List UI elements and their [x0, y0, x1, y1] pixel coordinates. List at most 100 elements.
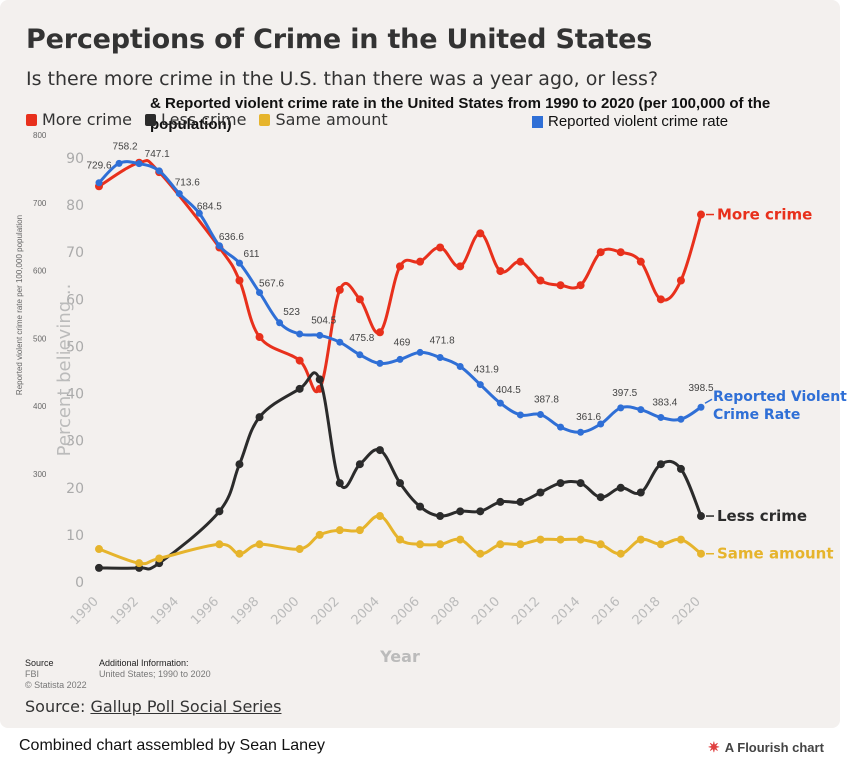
y-tick-label: 0 — [75, 575, 84, 591]
data-point — [315, 530, 324, 539]
data-point — [95, 545, 103, 554]
data-point — [617, 404, 625, 412]
legend-swatch — [145, 113, 156, 126]
secondary-chart-title: & Reported violent crime rate in the Uni… — [150, 95, 771, 133]
data-point — [215, 507, 224, 516]
legend-label: More crime — [42, 110, 132, 129]
data-point — [516, 540, 525, 549]
data-point — [295, 356, 304, 365]
x-axis-title: Year — [379, 647, 420, 666]
series-end-label: Less crime — [717, 507, 807, 525]
secondary-y-tick-label: 600 — [33, 267, 47, 276]
end-label-connector — [704, 398, 713, 404]
chart-subtitle: Is there more crime in the U.S. than the… — [26, 68, 659, 90]
data-point — [255, 540, 264, 549]
data-point — [516, 411, 524, 419]
y-tick-label: 40 — [66, 387, 84, 403]
data-point — [496, 267, 505, 276]
data-point — [416, 540, 425, 549]
data-point — [536, 535, 545, 544]
data-label: 758.2 — [113, 141, 138, 152]
flourish-credit[interactable]: ✷ A Flourish chart — [708, 739, 824, 756]
data-point — [215, 540, 224, 549]
data-point — [636, 257, 645, 266]
data-point — [255, 413, 264, 422]
data-point — [516, 257, 525, 266]
legend-item-less-crime[interactable]: Less crime — [145, 110, 246, 129]
y-tick-label: 20 — [66, 481, 84, 497]
data-label: 713.6 — [175, 178, 200, 189]
y-tick-label: 80 — [66, 198, 84, 214]
legend-item-more-crime[interactable]: More crime — [26, 110, 132, 129]
data-point — [296, 330, 304, 338]
data-point — [597, 420, 605, 428]
data-point — [115, 159, 123, 167]
series-end-label: Reported Violent — [713, 389, 847, 405]
data-point — [436, 243, 445, 252]
secondary-legend-item[interactable]: Reported violent crime rate — [532, 113, 728, 130]
source-label: Source — [25, 658, 54, 668]
data-point — [676, 464, 685, 473]
data-point — [315, 375, 324, 384]
data-point — [355, 526, 364, 535]
x-tick-label: 1998 — [228, 594, 262, 628]
data-point — [416, 348, 424, 356]
data-point — [656, 540, 665, 549]
data-point — [496, 497, 505, 506]
data-label: 636.6 — [219, 232, 244, 243]
data-point — [335, 479, 344, 488]
x-tick-label: 2020 — [670, 594, 704, 628]
secondary-y-tick-label: 500 — [33, 334, 47, 343]
data-label: 523 — [283, 307, 300, 318]
secondary-y-tick-label: 800 — [33, 131, 47, 140]
data-label: 729.6 — [86, 161, 111, 172]
data-point — [536, 276, 545, 285]
data-point — [355, 460, 364, 469]
gallup-source: Source: Gallup Poll Social Series — [25, 697, 281, 716]
data-point — [416, 257, 425, 266]
statista-source: Source FBI © Statista 2022 — [25, 658, 87, 691]
data-point — [335, 526, 344, 535]
data-point — [676, 276, 685, 285]
source-line: FBI — [25, 669, 40, 679]
data-point — [697, 210, 705, 219]
data-point — [496, 540, 505, 549]
data-label: 431.9 — [474, 365, 499, 376]
data-point — [556, 479, 565, 488]
data-point — [336, 338, 344, 346]
data-point — [396, 262, 404, 271]
data-point — [215, 242, 223, 250]
data-point — [375, 328, 384, 337]
data-label: 475.8 — [349, 333, 374, 344]
data-point — [697, 512, 705, 521]
data-label: 611 — [243, 249, 259, 260]
data-point — [596, 493, 605, 502]
data-point — [637, 406, 645, 414]
series-line-reported-violent-crime-rate — [97, 160, 702, 434]
data-point — [256, 289, 264, 297]
x-tick-label: 2004 — [349, 594, 383, 628]
data-point — [476, 229, 485, 238]
data-point — [697, 403, 705, 411]
data-label: 567.6 — [259, 279, 284, 290]
data-point — [355, 295, 364, 304]
data-point — [556, 281, 565, 290]
legend-item-same-amount[interactable]: Same amount — [259, 110, 388, 129]
x-tick-label: 2008 — [429, 594, 463, 628]
data-point — [496, 399, 504, 407]
secondary-y-axis-title: Reported violent crime rate per 100,000 … — [15, 215, 24, 395]
x-tick-label: 1994 — [148, 594, 182, 628]
data-point — [577, 428, 585, 436]
legend-label: Reported violent crime rate — [548, 113, 729, 130]
legend-swatch — [532, 115, 543, 128]
data-point — [636, 488, 645, 497]
data-point — [396, 355, 404, 363]
data-point — [516, 497, 525, 506]
data-point — [155, 167, 163, 175]
secondary-y-tick-label: 700 — [33, 199, 47, 208]
data-point — [656, 460, 665, 469]
data-point — [656, 295, 665, 304]
legend-swatch — [259, 113, 271, 126]
data-point — [235, 460, 244, 469]
gallup-link[interactable]: Gallup Poll Social Series — [90, 697, 282, 716]
